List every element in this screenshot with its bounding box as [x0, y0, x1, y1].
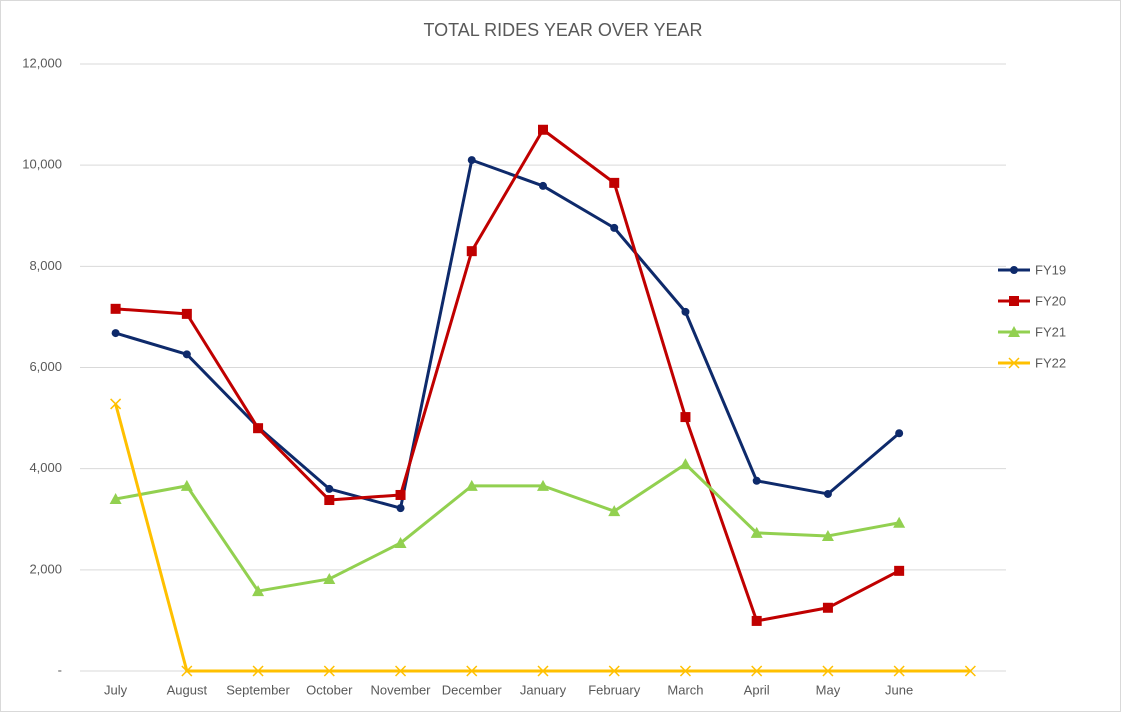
y-tick-label: - — [58, 662, 62, 677]
marker — [539, 181, 547, 190]
marker — [181, 665, 193, 677]
marker — [252, 665, 264, 677]
x-tick-label: December — [442, 682, 503, 697]
marker — [325, 484, 334, 493]
marker — [893, 516, 906, 528]
x-tick-label: July — [104, 682, 128, 697]
marker — [822, 665, 834, 677]
x-tick-label: June — [885, 682, 913, 697]
marker — [608, 665, 620, 677]
marker — [895, 429, 904, 438]
x-tick-label: August — [167, 682, 208, 697]
legend-marker — [1008, 326, 1020, 337]
marker — [110, 398, 122, 410]
x-tick-label: January — [520, 682, 567, 697]
marker — [822, 602, 833, 613]
y-tick-label: 4,000 — [29, 460, 62, 475]
marker — [609, 177, 620, 188]
legend-marker — [1009, 296, 1019, 306]
marker — [323, 572, 336, 584]
marker — [252, 585, 265, 597]
series-line — [115, 158, 901, 510]
y-tick-label: 12,000 — [22, 55, 62, 70]
marker — [679, 458, 692, 470]
chart-title: TOTAL RIDES YEAR OVER YEAR — [423, 20, 702, 40]
marker — [465, 479, 478, 491]
marker — [109, 493, 122, 505]
marker — [894, 565, 905, 576]
marker — [324, 495, 335, 506]
marker — [752, 476, 761, 485]
marker — [110, 303, 121, 314]
x-tick-label: October — [306, 682, 353, 697]
marker — [964, 665, 976, 677]
x-tick-label: November — [371, 682, 432, 697]
marker — [893, 665, 905, 677]
y-tick-label: 8,000 — [29, 258, 62, 273]
legend-marker — [1010, 266, 1018, 274]
marker — [466, 665, 478, 677]
marker — [181, 308, 192, 319]
x-tick-label: March — [667, 682, 703, 697]
y-tick-label: 2,000 — [29, 561, 62, 576]
marker — [537, 479, 549, 491]
marker — [610, 223, 619, 232]
marker — [750, 526, 763, 538]
marker — [538, 124, 548, 135]
x-tick-label: February — [588, 682, 641, 697]
marker — [466, 246, 477, 257]
marker — [180, 479, 193, 491]
marker — [323, 665, 335, 677]
marker — [751, 615, 762, 626]
marker — [395, 489, 406, 500]
marker — [608, 505, 621, 517]
legend-label: FY20 — [1035, 293, 1066, 308]
marker — [681, 307, 690, 316]
x-tick-label: September — [226, 682, 290, 697]
x-tick-label: April — [744, 682, 770, 697]
marker — [751, 665, 763, 677]
legend-label: FY22 — [1035, 355, 1066, 370]
marker — [182, 350, 191, 359]
legend-label: FY19 — [1035, 262, 1066, 277]
marker — [395, 665, 407, 677]
marker — [111, 329, 120, 338]
y-tick-label: 6,000 — [29, 359, 62, 374]
x-tick-label: May — [816, 682, 841, 697]
y-tick-label: 10,000 — [22, 157, 62, 172]
marker — [823, 489, 832, 498]
legend-marker — [1008, 357, 1020, 369]
marker — [821, 529, 834, 541]
marker — [679, 665, 691, 677]
series-line — [115, 128, 900, 623]
marker — [253, 423, 264, 434]
series-line — [115, 462, 900, 593]
legend-label: FY21 — [1035, 324, 1066, 339]
marker — [394, 537, 407, 549]
marker — [396, 504, 405, 513]
marker — [680, 412, 691, 423]
marker — [467, 156, 476, 165]
marker — [537, 665, 549, 677]
